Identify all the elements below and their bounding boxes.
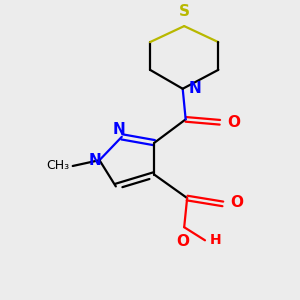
Text: O: O bbox=[230, 195, 243, 210]
Text: N: N bbox=[189, 81, 201, 96]
Text: H: H bbox=[209, 233, 221, 247]
Text: N: N bbox=[112, 122, 125, 137]
Text: CH₃: CH₃ bbox=[46, 160, 70, 172]
Text: O: O bbox=[227, 115, 240, 130]
Text: S: S bbox=[179, 4, 190, 19]
Text: N: N bbox=[88, 153, 101, 168]
Text: O: O bbox=[176, 235, 189, 250]
